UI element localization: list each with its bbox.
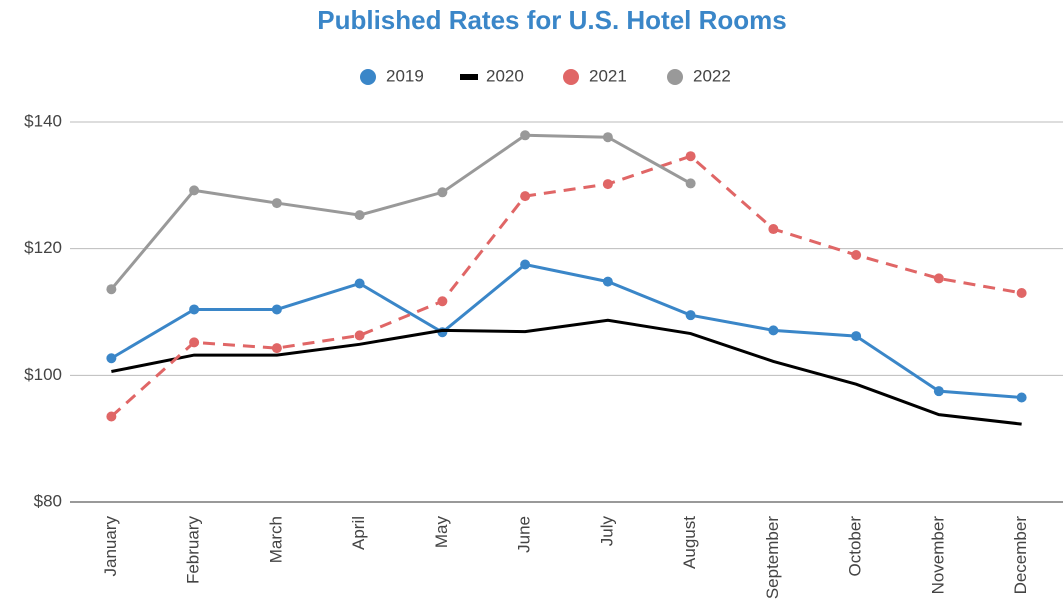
x-tick-label: April <box>349 516 368 550</box>
data-point <box>520 191 531 202</box>
data-point <box>1016 392 1027 403</box>
x-tick-label: December <box>1011 516 1030 595</box>
x-tick-label: October <box>846 516 865 577</box>
data-point <box>189 337 200 348</box>
data-point <box>851 331 862 342</box>
legend-label: 2020 <box>486 66 524 85</box>
data-point <box>437 187 448 198</box>
legend-swatch <box>563 69 579 85</box>
legend-swatch <box>460 74 478 80</box>
y-tick-label: $80 <box>34 491 62 510</box>
y-tick-label: $120 <box>24 238 62 257</box>
data-point <box>106 353 117 364</box>
data-point <box>851 250 862 260</box>
data-point <box>271 304 282 315</box>
legend-label: 2021 <box>589 66 627 85</box>
x-tick-label: August <box>680 516 699 569</box>
data-point <box>933 386 944 397</box>
legend-swatch <box>360 69 376 85</box>
data-point <box>520 259 531 270</box>
data-point <box>189 304 200 315</box>
x-tick-label: September <box>763 516 782 599</box>
data-point <box>271 343 282 354</box>
data-point <box>437 296 448 307</box>
series-line <box>110 262 1022 399</box>
legend-label: 2019 <box>386 66 424 85</box>
series-line <box>110 133 692 291</box>
data-point <box>685 151 696 162</box>
x-tick-label: November <box>928 516 947 595</box>
data-point <box>271 198 282 209</box>
y-tick-label: $140 <box>24 111 62 130</box>
x-tick-label: March <box>266 516 285 563</box>
data-point <box>602 132 613 143</box>
data-point <box>768 325 779 336</box>
series-line <box>111 318 1022 426</box>
data-point <box>354 210 365 221</box>
data-point <box>106 411 117 422</box>
x-tick-label: January <box>101 516 120 577</box>
data-point <box>1016 288 1027 298</box>
x-tick-label: February <box>184 516 203 585</box>
data-point <box>520 130 531 141</box>
x-tick-label: June <box>515 516 534 553</box>
data-point <box>354 330 365 341</box>
legend-label: 2022 <box>693 66 731 85</box>
x-tick-label: July <box>597 516 616 547</box>
data-point <box>768 224 779 235</box>
data-point <box>685 178 696 189</box>
data-point <box>602 179 613 190</box>
y-tick-label: $100 <box>24 365 62 384</box>
series-line <box>110 154 1022 418</box>
data-point <box>602 276 613 287</box>
data-point <box>354 278 365 289</box>
data-point <box>685 310 696 321</box>
data-point <box>189 185 200 196</box>
data-point <box>106 284 117 295</box>
x-tick-label: May <box>432 516 451 549</box>
chart-title: Published Rates for U.S. Hotel Rooms <box>317 5 787 35</box>
data-point <box>933 273 944 284</box>
legend-swatch <box>667 69 683 85</box>
